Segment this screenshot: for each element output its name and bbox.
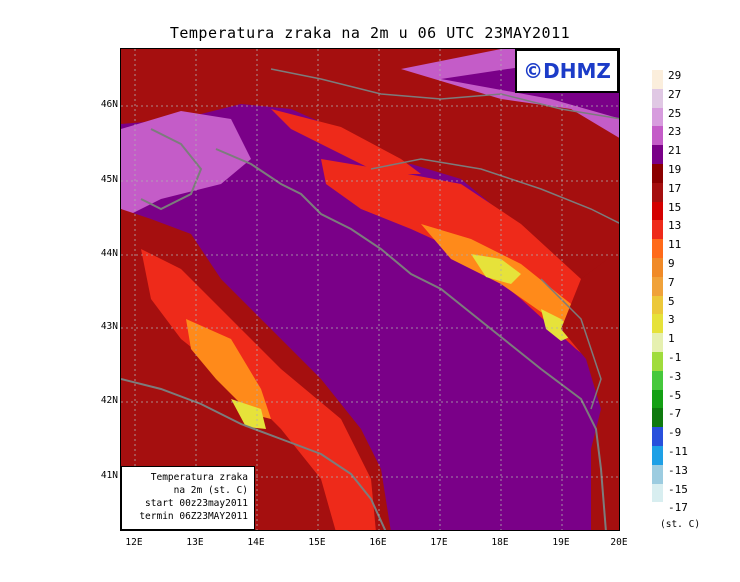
legend-swatch — [652, 258, 663, 278]
lon-label-15e: 15E — [308, 537, 326, 548]
coastline-adriatic-east — [215, 148, 607, 530]
legend-label: -7 — [668, 407, 682, 421]
legend-label: 19 — [668, 163, 682, 176]
legend-swatch — [652, 446, 663, 466]
legend-swatch — [652, 164, 663, 184]
legend-swatch — [652, 70, 663, 90]
legend-swatch — [652, 333, 663, 353]
dhmz-logo: ©DHMZ — [515, 49, 619, 93]
legend-swatch — [652, 408, 663, 428]
legend-swatch — [652, 201, 663, 221]
lon-label-18e: 18E — [491, 537, 509, 548]
legend-swatch — [652, 295, 663, 315]
lon-label-14e: 14E — [247, 537, 265, 548]
lon-label-17e: 17E — [430, 537, 448, 548]
legend-label: 27 — [668, 87, 682, 101]
lat-label-43n: 43N — [100, 321, 118, 332]
legend-label: 21 — [668, 144, 682, 158]
land-north — [121, 49, 619, 289]
lat-label-42n: 42N — [100, 395, 118, 406]
legend-label: 25 — [668, 106, 682, 120]
legend-label: 1 — [668, 332, 675, 346]
legend-label: -13 — [668, 463, 688, 477]
lat-label-41n: 41N — [100, 470, 118, 481]
legend-label: -15 — [668, 482, 688, 496]
legend-swatch — [652, 464, 663, 485]
lon-label-16e: 16E — [369, 537, 387, 548]
info-line-3: start 00z23may2011 — [145, 498, 248, 509]
graticule — [121, 49, 619, 530]
legend-label: -11 — [668, 445, 688, 458]
lat-label-44n: 44N — [100, 248, 118, 259]
italy-yellow — [231, 399, 266, 429]
legend-label: 5 — [668, 294, 675, 308]
ridge-hot-dinaric — [321, 159, 619, 383]
legend-swatch — [652, 182, 663, 203]
lon-label-13e: 13E — [186, 537, 204, 548]
land-alps-lilac — [121, 111, 251, 214]
lat-label-45n: 45N — [100, 174, 118, 185]
legend-label: -5 — [668, 388, 682, 402]
legend-swatch — [652, 502, 663, 522]
legend-swatch — [652, 389, 663, 409]
legend-label: 7 — [668, 275, 675, 289]
legend-label: 9 — [668, 257, 675, 270]
legend-swatch — [652, 427, 663, 447]
legend-label: -3 — [668, 369, 682, 383]
temperature-field — [121, 49, 619, 530]
legend-swatch — [652, 370, 663, 391]
legend-swatch — [652, 107, 663, 127]
temperature-map: ©DHMZ Temperatura zraka na 2m (st. C) st… — [120, 48, 620, 531]
legend-label: 15 — [668, 200, 682, 214]
italy-orange — [186, 319, 271, 419]
lon-label-19e: 19E — [552, 537, 570, 548]
ridge-yellow-dinaric — [471, 254, 521, 284]
color-legend: 29 27 25 23 21 19 17 15 13 11 9 7 5 3 1 -1 -3 -5 -7 -9 -11 -1… — [652, 70, 732, 522]
legend-label: -9 — [668, 426, 682, 440]
lon-label-12e: 12E — [125, 537, 143, 548]
coastline-italy — [121, 378, 387, 530]
border-east — [540, 278, 602, 410]
legend-label: 11 — [668, 238, 682, 252]
legend-label: -1 — [668, 351, 682, 364]
legend-swatch — [652, 314, 663, 334]
legend-label: -17 — [668, 501, 688, 515]
legend-swatch — [652, 239, 663, 259]
legend-swatch — [652, 126, 663, 146]
legend-swatch — [652, 276, 663, 297]
legend-label: 13 — [668, 219, 682, 233]
map-title: Temperatura zraka na 2m u 06 UTC 23MAY20… — [169, 24, 571, 42]
legend-label: 29 — [668, 69, 682, 82]
info-box: Temperatura zraka na 2m (st. C) start 00… — [121, 466, 255, 530]
legend-swatch — [652, 483, 663, 503]
border-north — [270, 68, 619, 120]
legend-swatch — [652, 88, 663, 109]
ridge-hot-north — [271, 109, 421, 174]
info-line-4: termin 06Z23MAY2011 — [139, 511, 248, 522]
legend-unit: (st. C) — [660, 519, 701, 530]
legend-swatch — [652, 352, 663, 372]
land-east — [561, 250, 619, 530]
legend-label: 23 — [668, 125, 682, 139]
legend-label: 17 — [668, 181, 682, 195]
legend-swatch — [652, 145, 663, 165]
legend-swatch — [652, 220, 663, 240]
lon-label-20e: 20E — [610, 537, 628, 548]
lat-label-46n: 46N — [100, 99, 118, 110]
coastline-istria — [140, 128, 203, 211]
info-line-2: na 2m (st. C) — [173, 485, 248, 496]
info-line-1: Temperatura zraka — [150, 472, 248, 483]
legend-label: 3 — [668, 313, 675, 327]
border-inland — [370, 158, 619, 224]
